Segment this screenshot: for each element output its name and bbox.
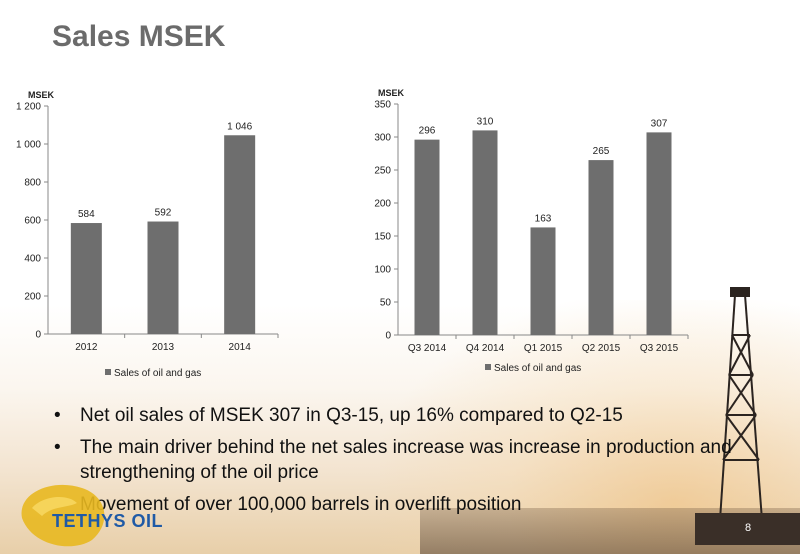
x-tick-label: Q1 2015 <box>524 343 563 354</box>
y-tick-label: 0 <box>385 331 391 342</box>
bar-data-label: 310 <box>477 116 494 127</box>
quarterly-sales-chart: MSEK 0 50 100 150 200 250 300 350 296 Q3 2014 310 Q4… <box>355 82 695 388</box>
bar <box>472 130 498 335</box>
bar <box>588 160 614 335</box>
bar-data-label: 265 <box>593 146 610 157</box>
y-tick-label: 150 <box>374 232 391 243</box>
x-tick-label: 2013 <box>152 342 175 353</box>
bullet-item: Net oil sales of MSEK 307 in Q3-15, up 1… <box>52 403 752 428</box>
bar <box>646 132 672 335</box>
y-tick-label: 300 <box>374 133 391 144</box>
annual-sales-chart-svg: MSEK 0 200 400 600 800 1 000 1 200 584 2012 592 201… <box>16 90 279 379</box>
x-tick-label: Q4 2014 <box>466 343 505 354</box>
company-logo-text: TETHYS OIL <box>52 511 164 531</box>
annual-sales-chart: MSEK 0 200 400 600 800 1 000 1 200 584 2012 592 201… <box>0 88 300 388</box>
bar-data-label: 296 <box>419 126 436 137</box>
quarterly-sales-chart-svg: MSEK 0 50 100 150 200 250 300 350 296 Q3 2014 310 Q4… <box>374 88 689 374</box>
x-tick-label: Q3 2014 <box>408 343 447 354</box>
legend-label: Sales of oil and gas <box>114 368 201 379</box>
y-tick-label: 50 <box>380 298 392 309</box>
x-tick-label: 2014 <box>229 342 252 353</box>
bar <box>530 227 556 335</box>
y-tick-label: 200 <box>24 292 41 303</box>
bar-data-label: 307 <box>651 118 668 129</box>
y-tick-label: 100 <box>374 265 391 276</box>
y-tick-label: 0 <box>35 330 41 341</box>
y-tick-label: 800 <box>24 178 41 189</box>
bullet-list: Net oil sales of MSEK 307 in Q3-15, up 1… <box>52 403 752 524</box>
x-tick-label: Q2 2015 <box>582 343 621 354</box>
y-tick-label: 400 <box>24 254 41 265</box>
y-tick-label: 1 000 <box>16 140 41 151</box>
y-tick-label: 250 <box>374 166 391 177</box>
legend-swatch <box>105 369 111 375</box>
y-tick-label: 350 <box>374 100 391 111</box>
y-tick-label: 200 <box>374 199 391 210</box>
bar-data-label: 592 <box>155 208 172 219</box>
legend-swatch <box>485 364 491 370</box>
page-number: 8 <box>745 522 752 534</box>
bullet-item: The main driver behind the net sales inc… <box>52 435 752 485</box>
bar-data-label: 584 <box>78 209 95 220</box>
bar <box>70 223 102 334</box>
bar-data-label: 163 <box>535 213 552 224</box>
bar <box>414 139 440 335</box>
bar <box>147 221 179 334</box>
y-unit-label: MSEK <box>378 88 405 98</box>
bar-data-label: 1 046 <box>227 121 252 132</box>
legend-label: Sales of oil and gas <box>494 363 581 374</box>
x-tick-label: 2012 <box>75 342 98 353</box>
bar <box>224 135 256 334</box>
y-unit-label: MSEK <box>28 90 55 100</box>
y-tick-label: 1 200 <box>16 102 41 113</box>
company-logo-globe <box>21 484 105 547</box>
y-tick-label: 600 <box>24 216 41 227</box>
x-tick-label: Q3 2015 <box>640 343 679 354</box>
slide-title: Sales MSEK <box>52 20 226 53</box>
